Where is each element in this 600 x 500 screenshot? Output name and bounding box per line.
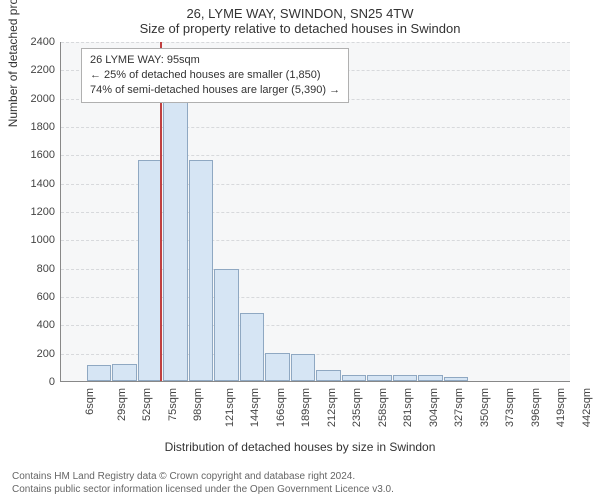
x-tick-label: 166sqm	[275, 388, 276, 427]
y-tick-label: 600	[15, 291, 55, 303]
histogram-bar	[444, 377, 469, 381]
x-tick-label: 75sqm	[167, 388, 168, 421]
footer: Contains HM Land Registry data © Crown c…	[0, 470, 600, 496]
x-tick-label: 235sqm	[351, 388, 352, 427]
x-tick-label: 350sqm	[479, 388, 480, 427]
title-main: 26, LYME WAY, SWINDON, SN25 4TW	[0, 0, 600, 21]
gridline-h	[61, 155, 570, 156]
x-tick-label: 258sqm	[377, 388, 378, 427]
x-tick-label: 212sqm	[326, 388, 327, 427]
y-tick-label: 400	[15, 319, 55, 331]
histogram-bar	[342, 375, 367, 381]
y-tick-label: 2000	[15, 93, 55, 105]
x-tick-label: 281sqm	[402, 388, 403, 427]
x-tick-label: 29sqm	[116, 388, 117, 421]
histogram-bar	[163, 61, 188, 381]
y-tick-label: 800	[15, 263, 55, 275]
x-tick-label: 6sqm	[84, 388, 85, 415]
y-tick-label: 1800	[15, 121, 55, 133]
y-tick-label: 2400	[15, 36, 55, 48]
y-tick-label: 200	[15, 348, 55, 360]
y-tick-label: 1600	[15, 149, 55, 161]
y-tick-label: 1200	[15, 206, 55, 218]
histogram-bar	[189, 160, 214, 381]
histogram-bar	[418, 375, 443, 381]
info-box-line-2: ← 25% of detached houses are smaller (1,…	[90, 68, 340, 83]
y-tick-label: 1000	[15, 234, 55, 246]
histogram-bar	[112, 364, 137, 381]
histogram-bar	[87, 365, 112, 381]
footer-line-1: Contains HM Land Registry data © Crown c…	[12, 470, 588, 483]
info-box-line-3: 74% of semi-detached houses are larger (…	[90, 83, 340, 98]
y-tick-label: 2200	[15, 64, 55, 76]
x-tick-label: 327sqm	[453, 388, 454, 427]
x-tick-label: 442sqm	[581, 388, 582, 427]
histogram-bar	[291, 354, 316, 381]
x-tick-label: 304sqm	[428, 388, 429, 427]
x-tick-label: 98sqm	[192, 388, 193, 421]
x-tick-label: 419sqm	[555, 388, 556, 427]
plot-region: 0200400600800100012001400160018002000220…	[60, 42, 570, 382]
histogram-bar	[367, 375, 392, 381]
histogram-bar	[214, 269, 239, 381]
y-tick-label: 0	[15, 376, 55, 388]
histogram-bar	[138, 160, 163, 381]
x-tick-label: 121sqm	[224, 388, 225, 427]
footer-line-2: Contains public sector information licen…	[12, 483, 588, 496]
gridline-h	[61, 42, 570, 43]
chart-area: 0200400600800100012001400160018002000220…	[60, 42, 570, 382]
histogram-bar	[393, 375, 418, 381]
x-tick-label: 396sqm	[530, 388, 531, 427]
x-tick-label: 189sqm	[300, 388, 301, 427]
title-sub: Size of property relative to detached ho…	[0, 21, 600, 40]
histogram-bar	[316, 370, 341, 381]
info-box-line-1: 26 LYME WAY: 95sqm	[90, 53, 340, 68]
y-tick-label: 1400	[15, 178, 55, 190]
x-tick-label: 52sqm	[141, 388, 142, 421]
x-tick-label: 373sqm	[504, 388, 505, 427]
histogram-bar	[265, 353, 290, 381]
x-tick-label: 144sqm	[249, 388, 250, 427]
histogram-bar	[240, 313, 265, 381]
gridline-h	[61, 127, 570, 128]
info-box: 26 LYME WAY: 95sqm← 25% of detached hous…	[81, 48, 349, 103]
x-axis-label: Distribution of detached houses by size …	[0, 440, 600, 454]
